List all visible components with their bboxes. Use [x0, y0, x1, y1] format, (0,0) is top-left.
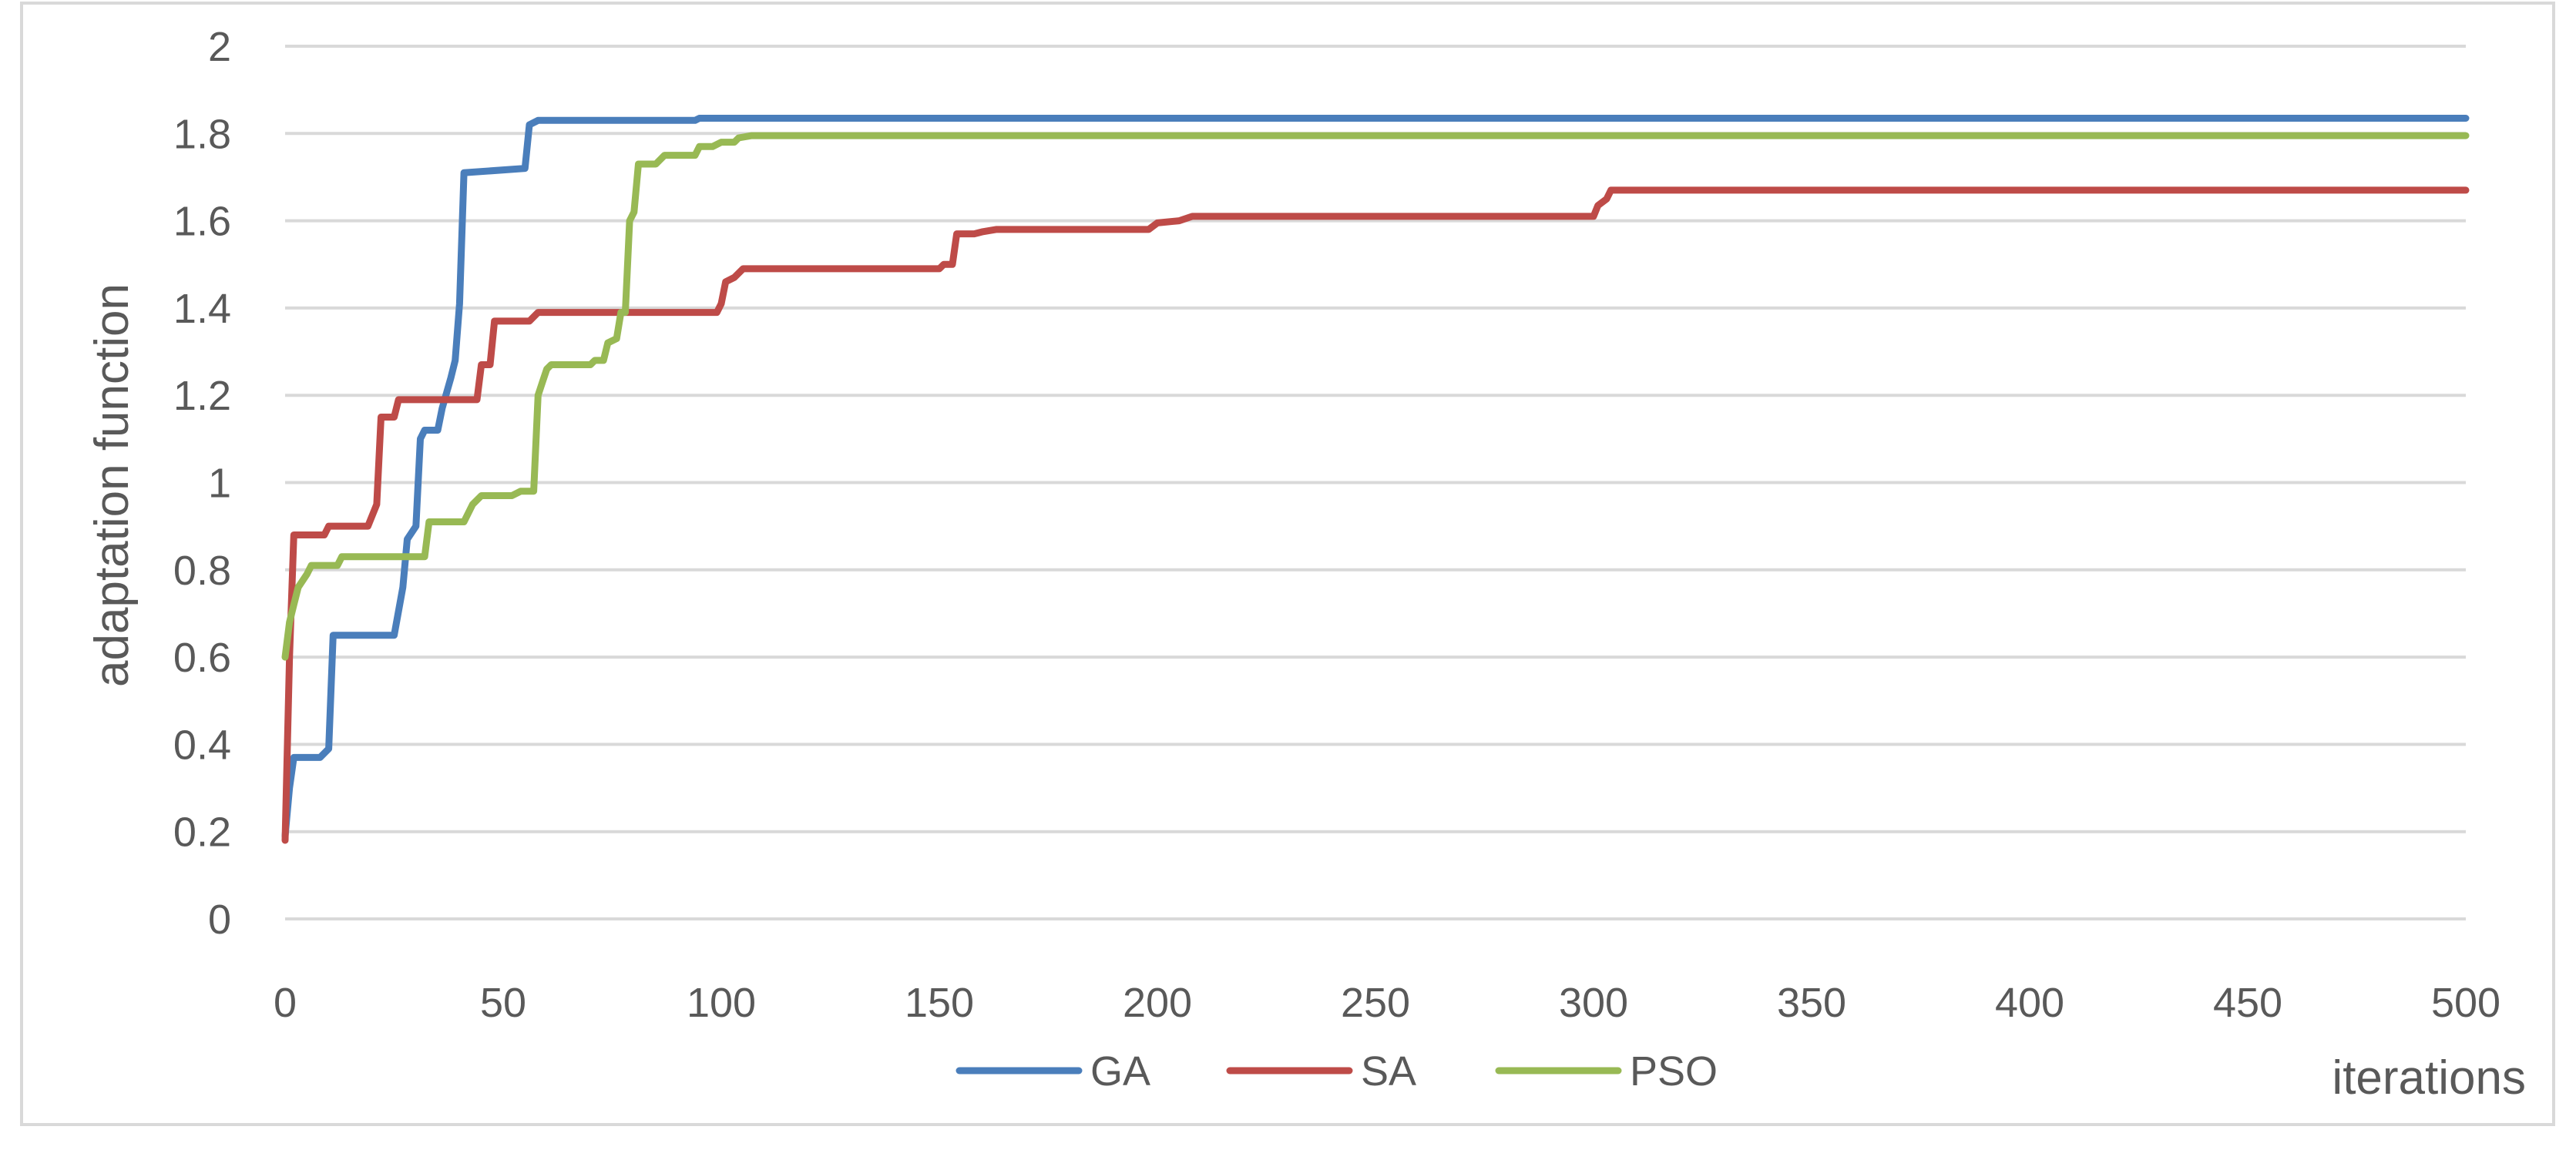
y-tick-label: 0.4 [173, 722, 231, 768]
x-tick-label: 150 [905, 980, 974, 1026]
x-tick-label: 400 [1995, 980, 2064, 1026]
x-axis-title: iterations [2332, 1051, 2526, 1105]
y-tick-label: 1.6 [173, 199, 231, 245]
series-line-pso [281, 132, 2470, 661]
series-line-sa [281, 186, 2470, 844]
y-tick-label: 0 [208, 897, 231, 943]
series-lines [281, 115, 2470, 844]
x-tick-label: 250 [1341, 980, 1410, 1026]
series-line-ga [281, 115, 2470, 840]
x-tick-label: 100 [687, 980, 756, 1026]
y-axis-title: adaptation function [86, 283, 139, 687]
grid-lines [285, 45, 2466, 833]
x-tick-label: 200 [1123, 980, 1192, 1026]
x-tick-label: 0 [274, 980, 297, 1026]
x-axis-tick-labels: 0 50 100 150 200 250 300 350 400 450 500 [274, 980, 2500, 1026]
x-tick-label: 500 [2431, 980, 2500, 1026]
legend-label-pso: PSO [1630, 1048, 1718, 1095]
y-tick-label: 1.8 [173, 111, 231, 157]
y-tick-label: 0.8 [173, 548, 231, 594]
x-tick-label: 350 [1777, 980, 1846, 1026]
x-tick-label: 300 [1559, 980, 1628, 1026]
y-tick-label: 1 [208, 461, 231, 507]
y-tick-label: 0.6 [173, 635, 231, 681]
y-tick-label: 1.2 [173, 373, 231, 419]
y-tick-label: 2 [208, 24, 231, 70]
y-tick-label: 1.4 [173, 286, 231, 332]
y-tick-label: 0.2 [173, 810, 231, 856]
y-axis-tick-labels: 0 0.2 0.4 0.6 0.8 1 1.2 1.4 1.6 1.8 2 [173, 24, 231, 943]
x-tick-label: 50 [480, 980, 526, 1026]
x-tick-label: 450 [2213, 980, 2282, 1026]
legend-label-sa: SA [1361, 1048, 1416, 1095]
legend-label-ga: GA [1090, 1048, 1150, 1095]
legend: GA SA PSO [956, 1048, 1718, 1095]
